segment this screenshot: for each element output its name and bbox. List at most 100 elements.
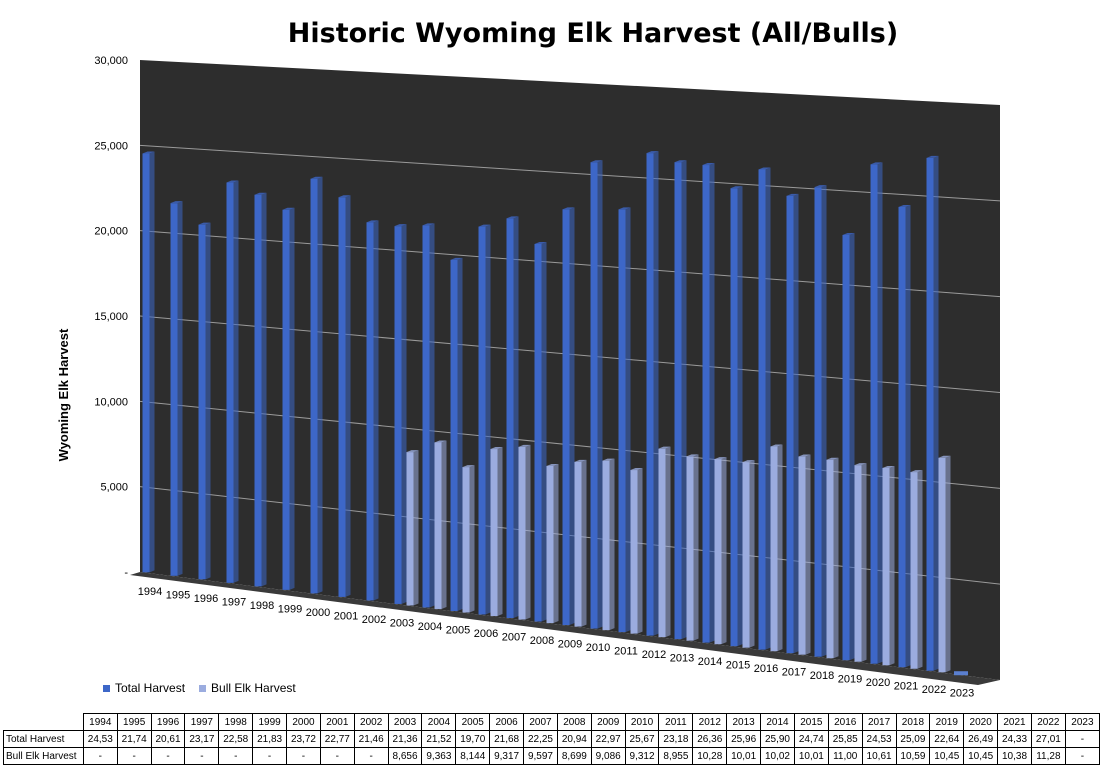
y-axis-tick-labels: - 5,000 10,000 15,000 20,000 25,000 30,000 [94,55,128,579]
bar-total-harvest [618,207,631,633]
bar-bull-harvest [462,465,475,613]
table-year-cell: 1998 [218,713,254,731]
bar-bull-harvest [546,463,559,624]
bar-total-harvest [310,176,323,594]
table-year-cell: 2007 [523,713,558,731]
table-bull-cell: 10,45 [929,747,965,765]
table-bull-cell: 10,02 [760,747,795,765]
bar-total-harvest [394,224,407,604]
table-total-cell: 24,74 [793,730,829,748]
table-year-cell: 2017 [861,713,897,731]
table-bull-cell: - [286,747,321,765]
bar-total-harvest [422,223,435,608]
table-total-cell: 21,52 [421,730,457,748]
table-year-cell: 2018 [895,713,931,731]
x-axis-tick-labels: 1994 1995 1996 1997 1998 1999 2000 2001 2002 2003… [138,586,974,700]
table-year-cell: 2010 [624,713,660,731]
bar-2023-stub [954,671,968,676]
table-total-cell: 25,09 [895,730,931,748]
table-total-cell: 25,67 [624,730,660,748]
x-tick-label: 2022 [922,684,946,696]
table-bull-cell: - [218,747,254,765]
table-year-cell: 2016 [827,713,863,731]
bar-total-harvest [534,241,547,622]
table-bull-cell: 8,699 [556,747,592,765]
table-total-cell: 25,96 [726,730,762,748]
table-total-cell: 21,36 [387,730,423,748]
bar-total-harvest [926,155,939,671]
table-total-cell: 26,49 [963,730,999,748]
table-total-cell: 23,18 [658,730,694,748]
bar-bull-harvest [742,460,755,648]
legend-label-bull: Bull Elk Harvest [211,681,296,695]
table-year-cell: 2003 [387,713,423,731]
table-year-cell: 2023 [1064,713,1100,731]
x-tick-label: 2000 [306,607,330,619]
bar-total-harvest [898,204,911,668]
table-bull-cell: 9,312 [624,747,660,765]
table-year-cell: 2015 [793,713,829,731]
bar-total-harvest [254,192,267,587]
y-tick-label: 30,000 [94,55,128,67]
bar-total-harvest [674,160,687,640]
bar-bull-harvest [630,468,643,634]
legend-label-total: Total Harvest [115,681,186,695]
data-table: 1994 1995 1996 1997 1998 1999 2000 2001 2002 2003… [3,713,1100,765]
table-total-cell: 24,53 [861,730,897,748]
table-bull-cell: - [116,747,152,765]
bar-total-harvest [870,162,883,664]
table-total-cell: 22,58 [218,730,254,748]
y-tick-label: 25,000 [94,140,128,152]
y-tick-label: 10,000 [94,396,128,408]
table-year-cell: 2011 [658,713,694,731]
table-year-cell: 2013 [726,713,762,731]
bar-bull-harvest [882,465,895,666]
x-tick-label: 1998 [250,600,274,612]
x-tick-label: 1996 [194,593,218,605]
x-tick-label: 2014 [698,656,722,668]
table-year-cell: 2021 [997,713,1032,731]
table-total-cell: 22,25 [523,730,558,748]
bar-total-harvest [366,220,379,601]
y-tick-label: 20,000 [94,226,128,238]
table-total-cell: 20,94 [556,730,592,748]
bar-bull-harvest [938,455,951,673]
table-year-cell: 2002 [353,713,389,731]
table-total-cell: 27,01 [1030,730,1066,748]
table-row-label-total: Total Harvest [3,730,84,748]
bar-total-harvest [758,167,771,650]
x-tick-label: 1995 [166,589,190,601]
bar-bull-harvest [686,454,699,641]
legend: Total Harvest Bull Elk Harvest [103,681,296,695]
x-tick-label: 2009 [558,638,582,650]
table-year-cell: 2005 [455,713,491,731]
table-year-cell: 2014 [760,713,795,731]
table-total-cell: 21,46 [353,730,389,748]
x-tick-label: 2007 [502,631,526,643]
table-bull-cell: 9,317 [489,747,525,765]
x-tick-label: 1997 [222,596,246,608]
table-total-cell: 22,97 [590,730,626,748]
bar-total-harvest [590,160,603,629]
x-tick-label: 2010 [586,642,610,654]
x-tick-label: 2012 [642,649,666,661]
bar-total-harvest [702,163,715,643]
bar-bull-harvest [574,459,587,627]
x-tick-label: 2020 [866,677,890,689]
legend-swatch-total [103,684,110,692]
table-total-cell: 21,83 [252,730,288,748]
bar-total-harvest [282,207,295,590]
table-bull-cell: 10,59 [895,747,931,765]
table-bull-cell: 9,363 [421,747,457,765]
table-bull-cell: 8,656 [387,747,423,765]
bar-total-harvest [730,186,743,647]
bar-bull-harvest [910,470,923,669]
bar-bull-harvest [602,458,615,631]
y-tick-label: - [124,567,128,579]
bar-total-harvest [506,216,519,619]
legend-swatch-bull [199,684,207,692]
elk-harvest-chart: - 5,000 10,000 15,000 20,000 25,000 30,000 199… [56,55,1001,700]
bar-total-harvest [198,222,211,580]
table-total-cell: 25,85 [827,730,863,748]
bar-total-harvest [450,257,463,611]
